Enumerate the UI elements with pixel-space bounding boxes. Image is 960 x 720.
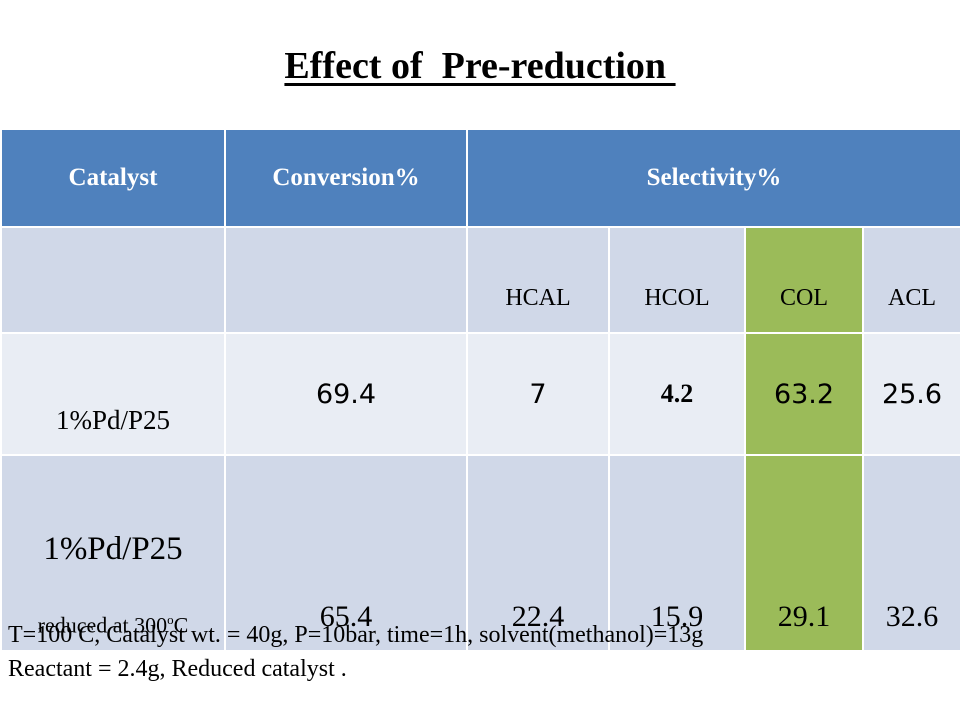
subheader-hcol: HCOL — [608, 226, 746, 334]
row1-acl: 25.6 — [862, 332, 960, 456]
footnote-line1: T=100 C, Catalyst wt. = 40g, P=10bar, ti… — [8, 622, 704, 648]
catalyst-header: Catalyst — [0, 128, 226, 228]
subheader-col: COL — [744, 226, 864, 334]
row2-hcol: 15.9 — [608, 454, 746, 652]
row1-catalyst: 1%Pd/P25 — [0, 332, 226, 456]
row2-acl: 32.6 — [862, 454, 960, 652]
selectivity-header: Selectivity% — [466, 128, 960, 228]
row2-hcal: 22.4 — [466, 454, 610, 652]
table-row: 1%Pd/P25 reduced at 300oC 65.4 22.4 15.9… — [0, 454, 960, 652]
row1-col: 63.2 — [744, 332, 864, 456]
row2-conversion: 65.4 — [224, 454, 468, 652]
row2-note-prefix: reduced at 300 — [37, 612, 168, 637]
footnote: T=100 C, Catalyst wt. = 40g, P=10bar, ti… — [8, 618, 703, 686]
row2-catalyst: 1%Pd/P25 — [43, 530, 183, 567]
results-table: Catalyst Conversion% Selectivity% HCAL H… — [0, 128, 960, 652]
footnote-line2: Reactant = 2.4g, Reduced catalyst . — [8, 656, 347, 682]
row2-note-sup: o — [167, 611, 174, 627]
row2-catalyst-cell: 1%Pd/P25 reduced at 300oC — [0, 454, 226, 652]
subheader-hcal: HCAL — [466, 226, 610, 334]
row1-hcal: 7 — [466, 332, 610, 456]
row1-hcol: 4.2 — [608, 332, 746, 456]
conversion-header: Conversion% — [224, 128, 468, 228]
header-row: Catalyst Conversion% Selectivity% — [0, 128, 960, 228]
slide-title: Effect of Pre-reduction — [284, 45, 676, 87]
row2-col: 29.1 — [744, 454, 864, 652]
subheader-acl: ACL — [862, 226, 960, 334]
row1-conversion: 69.4 — [224, 332, 468, 456]
row2-note-suffix: C — [173, 612, 189, 637]
table-row: 1%Pd/P25 69.4 7 4.2 63.2 25.6 — [0, 332, 960, 456]
subheader-empty-conversion — [224, 226, 468, 334]
subheader-row: HCAL HCOL COL ACL — [0, 226, 960, 334]
subheader-empty-catalyst — [0, 226, 226, 334]
row2-reduction-note: reduced at 300oC — [2, 612, 224, 638]
